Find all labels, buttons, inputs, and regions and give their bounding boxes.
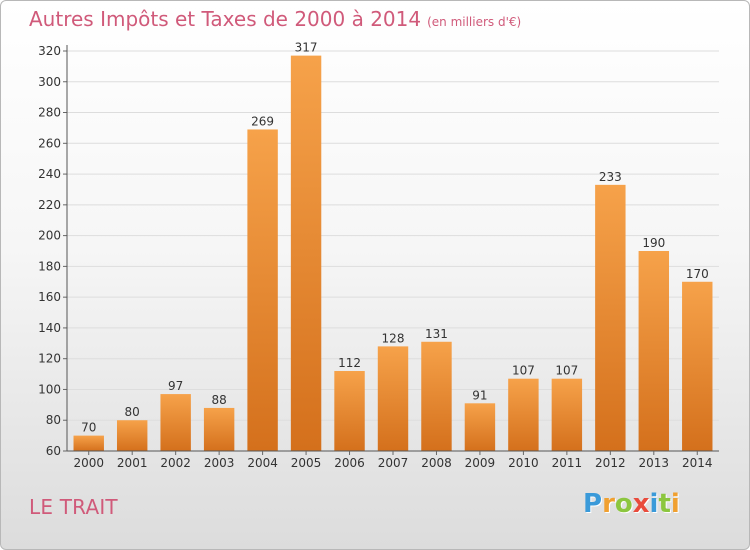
axes: 60 80 100 120 140 160 180 200 220 240 260 280 300 320…: [38, 44, 719, 470]
chart-title: Autres Impôts et Taxes de 2000 à 2014 (en…: [29, 7, 521, 31]
bar-value-label: 97: [168, 379, 183, 393]
y-tick-label: 220: [38, 198, 61, 212]
y-tick-label: 300: [38, 75, 61, 89]
bar-value-label: 269: [251, 114, 274, 128]
bars: [73, 55, 713, 451]
y-tick-label: 200: [38, 229, 61, 243]
bar-value-label: 131: [425, 327, 448, 341]
bar-value-label: 170: [686, 267, 709, 281]
x-tick-label: 2002: [160, 456, 191, 470]
bar-value-label: 70: [81, 421, 96, 435]
chart-title-text: Autres Impôts et Taxes de 2000 à 2014: [29, 7, 422, 31]
y-tick-label: 140: [38, 321, 61, 335]
labels: 70 80 97 88 269 317 112 128 131 91 107 107 233 190 170: [81, 41, 709, 435]
bar: [203, 407, 235, 451]
bar: [160, 394, 191, 451]
bar-value-label: 233: [599, 170, 622, 184]
x-tick-label: 2011: [552, 456, 583, 470]
logo-letter: r: [602, 489, 615, 519]
logo-letter: t: [658, 489, 671, 519]
x-tick-label: 2014: [682, 456, 713, 470]
y-tick-label: 260: [38, 136, 61, 150]
x-tick-label: 2009: [465, 456, 496, 470]
logo-letter: i: [670, 489, 680, 519]
x-tick-label: 2006: [334, 456, 365, 470]
bar-value-label: 112: [338, 356, 361, 370]
logo-letter: P: [583, 489, 603, 519]
y-tick-label: 160: [38, 290, 61, 304]
x-tick-label: 2012: [595, 456, 626, 470]
bar: [377, 346, 409, 451]
logo-letter: o: [614, 489, 633, 519]
bar-value-label: 107: [512, 364, 535, 378]
bar-value-label: 80: [125, 405, 140, 419]
x-tick-label: 2013: [639, 456, 670, 470]
x-tick-label: 2000: [73, 456, 104, 470]
bar-value-label: 91: [472, 388, 487, 402]
x-tick-label: 2007: [378, 456, 409, 470]
bar: [464, 403, 496, 451]
x-tick-label: 2005: [291, 456, 322, 470]
y-tick-label: 80: [46, 413, 61, 427]
bar: [421, 341, 452, 451]
logo-letter: x: [632, 489, 650, 519]
bar: [682, 281, 713, 451]
bar: [508, 378, 539, 451]
x-tick-label: 2010: [508, 456, 539, 470]
bar: [73, 435, 104, 451]
proxiti-logo: Proxiti: [583, 489, 680, 519]
x-tick-label: 2004: [247, 456, 278, 470]
x-tick-label: 2003: [204, 456, 235, 470]
x-tick-label: 2008: [421, 456, 452, 470]
bar-value-label: 190: [642, 236, 665, 250]
y-tick-label: 280: [38, 106, 61, 120]
chart-subtitle: (en milliers d'€): [427, 15, 522, 29]
bar-value-label: 317: [295, 41, 318, 55]
bar: [116, 420, 148, 451]
y-tick-label: 60: [46, 444, 61, 458]
y-tick-label: 120: [38, 352, 61, 366]
y-tick-label: 240: [38, 167, 61, 181]
y-tick-label: 100: [38, 382, 61, 396]
logo-letter: i: [649, 489, 659, 519]
y-tick-label: 320: [38, 44, 61, 58]
bar: [551, 378, 583, 451]
bar: [290, 55, 322, 451]
bar-value-label: 107: [555, 364, 578, 378]
commune-name: LE TRAIT: [29, 495, 118, 519]
bar: [638, 251, 670, 451]
bar: [595, 184, 626, 451]
x-tick-label: 2001: [117, 456, 148, 470]
bar-value-label: 128: [382, 331, 405, 345]
bar-value-label: 88: [211, 393, 226, 407]
y-tick-label: 180: [38, 259, 61, 273]
bar: [334, 371, 365, 451]
bar: [247, 129, 278, 451]
